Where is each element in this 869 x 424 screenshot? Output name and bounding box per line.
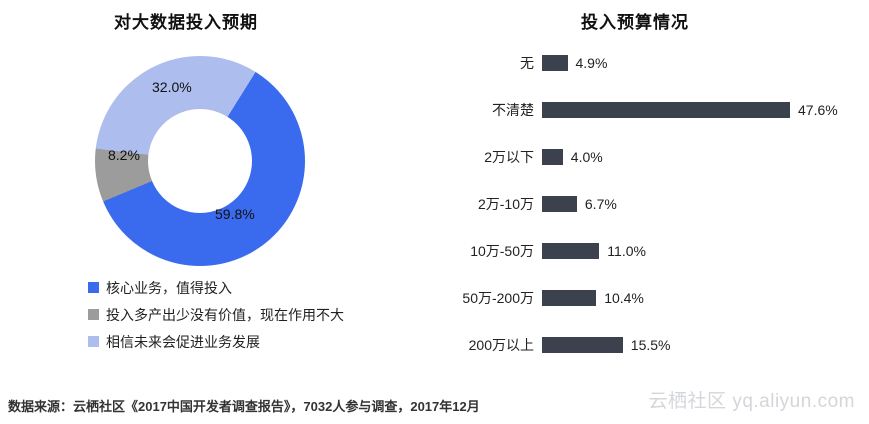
legend-label: 相信未来会促进业务发展 [106, 333, 260, 350]
legend-label: 核心业务，值得投入 [106, 279, 232, 296]
bar-value-label: 11.0% [607, 242, 646, 259]
slice-label-low-value: 8.2% [108, 147, 140, 163]
bar-row: 2万以下 4.0% [420, 133, 869, 180]
watermark: 云栖社区 yq.aliyun.com [648, 391, 855, 412]
bar-category-label: 2万-10万 [477, 195, 534, 212]
bar-category-label: 2万以下 [484, 148, 534, 165]
slice-label-future-business: 32.0% [152, 79, 192, 95]
bar-category-label: 200万以上 [468, 336, 534, 353]
bar-row: 2万-10万 6.7% [420, 180, 869, 227]
legend-swatch-gray [88, 309, 99, 320]
bar-category-label: 50万-200万 [462, 289, 534, 306]
bar-chart-title: 投入预算情况 [581, 13, 689, 32]
bar-row: 无 4.9% [420, 39, 869, 86]
legend-item-low-value: 投入多产出少没有价值，现在作用不大 [88, 301, 344, 328]
bar [542, 148, 563, 165]
bar-row: 200万以上 15.5% [420, 321, 869, 368]
bar-row: 50万-200万 10.4% [420, 274, 869, 321]
pie-chart-title: 对大数据投入预期 [114, 13, 258, 32]
bar [542, 336, 623, 353]
bar-value-label: 15.5% [630, 336, 671, 353]
bar-value-label: 4.0% [570, 148, 603, 165]
data-source-note: 数据来源：云栖社区《2017中国开发者调查报告》，7032人参与调查，2017年… [8, 399, 480, 414]
bar-row: 不清楚 47.6% [420, 86, 869, 133]
legend-label: 投入多产出少没有价值，现在作用不大 [106, 306, 344, 323]
legend-swatch-lightblue [88, 336, 99, 347]
legend-swatch-blue [88, 282, 99, 293]
bar-category-label: 无 [520, 54, 534, 71]
bar-value-label: 6.7% [584, 195, 617, 212]
bar-category-label: 不清楚 [492, 101, 534, 118]
bar [542, 195, 577, 212]
bar-category-label: 10万-50万 [470, 242, 534, 259]
bar [542, 101, 790, 118]
legend-item-core-business: 核心业务，值得投入 [88, 274, 344, 301]
bar [542, 54, 568, 71]
donut-chart: 32.0% 8.2% 59.8% [95, 56, 305, 266]
pie-legend: 核心业务，值得投入 投入多产出少没有价值，现在作用不大 相信未来会促进业务发展 [88, 274, 344, 355]
slice-label-core-business: 59.8% [215, 206, 255, 222]
bar [542, 289, 597, 306]
bar-row: 10万-50万 11.0% [420, 227, 869, 274]
legend-item-future-business: 相信未来会促进业务发展 [88, 328, 344, 355]
bar-value-label: 47.6% [798, 101, 838, 118]
bar-value-label: 10.4% [604, 289, 644, 306]
bar-chart: 无 4.9% 不清楚 47.6% 2万以下 4.0% 2万-10万 6.7% 1… [420, 39, 869, 368]
donut-hole [148, 109, 252, 213]
bar [542, 242, 600, 259]
bar-value-label: 4.9% [575, 54, 608, 71]
